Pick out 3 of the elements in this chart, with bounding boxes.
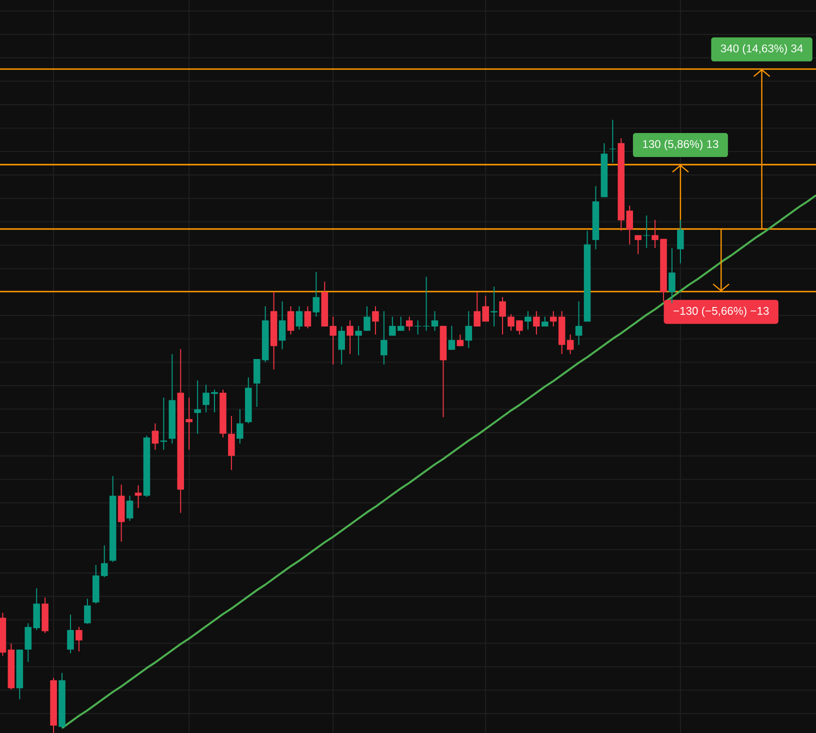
- annotation: 130 (5,86%) 13: [643, 140, 718, 150]
- annotation: −130 (−5,66%) −13: [674, 306, 769, 318]
- annotation: 340 (14,63%) 34: [720, 44, 803, 55]
